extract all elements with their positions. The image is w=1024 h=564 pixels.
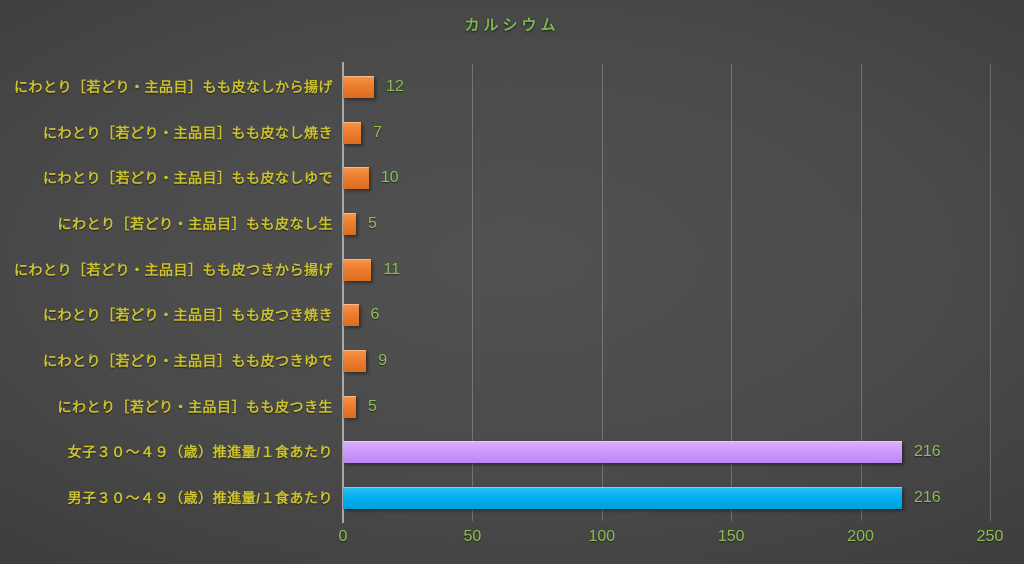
- category-label-row: にわとり［若どり・主品目］もも皮なしゆで: [0, 155, 333, 201]
- bar-row: 216: [343, 430, 990, 476]
- bar-row: 11: [343, 247, 990, 293]
- category-label-row: にわとり［若どり・主品目］もも皮なし生: [0, 201, 333, 247]
- bar-value-label: 10: [380, 169, 399, 187]
- gridline: [731, 64, 733, 521]
- category-label: にわとり［若どり・主品目］もも皮つきゆで: [43, 353, 333, 370]
- bar-6[interactable]: [343, 350, 367, 373]
- gridline: [990, 64, 991, 521]
- category-label-row: 女子３０～４９（歳）推進量/１食あたり: [0, 430, 333, 476]
- category-label-row: にわとり［若どり・主品目］もも皮つき焼き: [0, 293, 333, 339]
- bar-row: 6: [343, 293, 990, 339]
- chart-title: カルシウム: [464, 17, 560, 34]
- category-label: 男子３０～４９（歳）推進量/１食あたり: [67, 490, 333, 507]
- bar-value-label: 216: [914, 489, 941, 507]
- bar-value-label: 6: [370, 306, 380, 324]
- category-label: にわとり［若どり・主品目］もも皮つき生: [57, 398, 333, 415]
- x-tick-label: 150: [717, 528, 745, 545]
- bar-row: 5: [343, 201, 990, 247]
- x-tick-label: 200: [847, 528, 874, 545]
- bar-value-label: 5: [367, 397, 377, 415]
- category-label-row: 男子３０～４９（歳）推進量/１食あたり: [0, 475, 333, 521]
- plot-area: 12 7 10 5 11 6 9 5 216 216: [342, 62, 991, 523]
- vertical-axis-line: [342, 62, 344, 523]
- bar-row: 7: [343, 110, 990, 156]
- category-label: にわとり［若どり・主品目］もも皮なし生: [57, 215, 333, 232]
- bars-layer: 12 7 10 5 11 6 9 5 216 216: [343, 64, 990, 521]
- bar-row: 9: [343, 338, 990, 384]
- bar-1[interactable]: [343, 121, 362, 144]
- x-axis: 0 50 100 150 200 250: [339, 528, 1004, 552]
- x-tick-label: 0: [338, 528, 348, 545]
- bar-9[interactable]: [343, 487, 902, 510]
- category-label-row: にわとり［若どり・主品目］もも皮つきゆで: [0, 338, 333, 384]
- bar-value-label: 7: [373, 123, 383, 141]
- bar-value-label: 216: [914, 443, 941, 461]
- category-label: にわとり［若どり・主品目］もも皮つき焼き: [43, 307, 333, 324]
- bar-row: 5: [343, 384, 990, 430]
- bar-7[interactable]: [343, 395, 356, 418]
- category-axis: にわとり［若どり・主品目］もも皮なしから揚げにわとり［若どり・主品目］もも皮なし…: [0, 64, 333, 521]
- category-label: にわとり［若どり・主品目］もも皮なしゆで: [43, 170, 333, 187]
- category-label-row: にわとり［若どり・主品目］もも皮つきから揚げ: [0, 247, 333, 293]
- category-label: にわとり［若どり・主品目］もも皮なしから揚げ: [14, 78, 333, 95]
- gridline: [472, 64, 474, 521]
- bar-5[interactable]: [343, 304, 359, 327]
- bar-row: 216: [343, 475, 990, 521]
- category-label: にわとり［若どり・主品目］もも皮つきから揚げ: [14, 261, 333, 278]
- bar-3[interactable]: [343, 212, 356, 235]
- bar-0[interactable]: [343, 75, 375, 98]
- bar-row: 12: [343, 64, 990, 110]
- category-label: にわとり［若どり・主品目］もも皮なし焼き: [43, 124, 333, 141]
- bar-value-label: 9: [378, 352, 388, 370]
- bar-value-label: 12: [386, 77, 404, 95]
- gridline: [601, 64, 603, 521]
- category-label-row: にわとり［若どり・主品目］もも皮なし焼き: [0, 110, 333, 156]
- bar-2[interactable]: [343, 167, 369, 190]
- x-tick-label: 50: [463, 528, 482, 545]
- bar-value-label: 11: [383, 260, 401, 278]
- grid-layer: [343, 64, 991, 521]
- bar-row: 10: [343, 155, 990, 201]
- x-tick-label: 250: [976, 528, 1004, 545]
- category-label-row: にわとり［若どり・主品目］もも皮なしから揚げ: [0, 64, 333, 110]
- gridline: [860, 64, 862, 521]
- category-label: 女子３０～４９（歳）推進量/１食あたり: [67, 444, 333, 461]
- bar-4[interactable]: [343, 258, 372, 281]
- bar-8[interactable]: [343, 441, 902, 464]
- bar-value-label: 5: [367, 214, 377, 232]
- category-label-row: にわとり［若どり・主品目］もも皮つき生: [0, 384, 333, 430]
- x-tick-label: 100: [588, 528, 616, 545]
